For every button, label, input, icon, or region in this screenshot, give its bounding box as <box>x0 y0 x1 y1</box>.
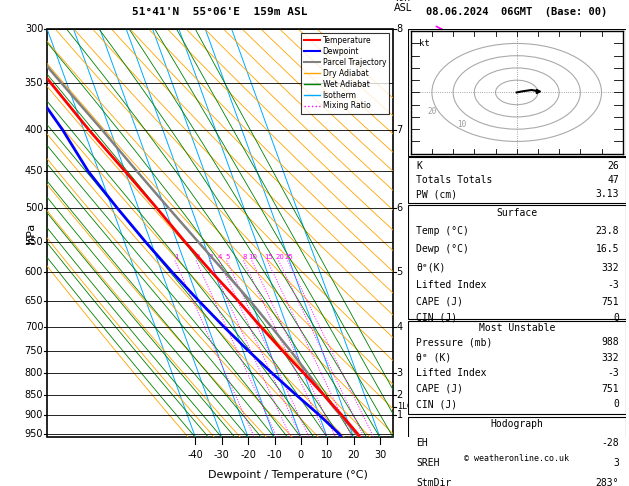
Text: EH: EH <box>416 437 428 448</box>
Text: 3: 3 <box>397 368 403 379</box>
Text: 332: 332 <box>602 353 620 363</box>
Text: 0: 0 <box>613 399 620 409</box>
Text: 450: 450 <box>25 167 43 176</box>
Text: Mixing Ratio (g/kg): Mixing Ratio (g/kg) <box>415 191 423 276</box>
Text: 8: 8 <box>397 24 403 34</box>
Text: 400: 400 <box>25 125 43 135</box>
Text: 10: 10 <box>248 254 258 260</box>
Text: θᵉ (K): θᵉ (K) <box>416 353 452 363</box>
Text: Totals Totals: Totals Totals <box>416 175 493 185</box>
Text: 0: 0 <box>298 450 304 460</box>
Text: 3: 3 <box>208 254 213 260</box>
Text: 332: 332 <box>602 262 620 273</box>
Text: 4: 4 <box>218 254 223 260</box>
Text: 350: 350 <box>25 78 43 88</box>
Text: PW (cm): PW (cm) <box>416 189 457 199</box>
Text: 15: 15 <box>264 254 273 260</box>
Text: 283°: 283° <box>596 478 620 486</box>
Text: 1: 1 <box>397 410 403 420</box>
Text: 1LCL: 1LCL <box>397 402 417 411</box>
Text: 900: 900 <box>25 410 43 420</box>
Bar <box>408 321 626 414</box>
Text: hPa: hPa <box>26 223 36 243</box>
Bar <box>408 29 626 156</box>
Text: 8: 8 <box>243 254 247 260</box>
Text: -20: -20 <box>240 450 256 460</box>
Text: 5: 5 <box>226 254 230 260</box>
Text: Surface: Surface <box>496 208 537 218</box>
Text: 700: 700 <box>25 322 43 331</box>
Text: 10: 10 <box>457 120 467 129</box>
Text: Lifted Index: Lifted Index <box>416 280 487 290</box>
Text: Dewp (°C): Dewp (°C) <box>416 244 469 254</box>
Text: 850: 850 <box>25 390 43 399</box>
Text: θᵉ(K): θᵉ(K) <box>416 262 446 273</box>
Text: Hodograph: Hodograph <box>490 419 543 429</box>
Text: Temp (°C): Temp (°C) <box>416 226 469 236</box>
Text: 751: 751 <box>602 297 620 307</box>
Text: 751: 751 <box>602 383 620 394</box>
Text: -3: -3 <box>608 280 620 290</box>
Text: 2: 2 <box>397 390 403 399</box>
Text: SREH: SREH <box>416 458 440 468</box>
Text: 4: 4 <box>397 322 403 331</box>
Text: km
ASL: km ASL <box>394 0 412 13</box>
Text: 1: 1 <box>174 254 179 260</box>
Text: CAPE (J): CAPE (J) <box>416 297 464 307</box>
Text: 20: 20 <box>428 107 437 117</box>
Text: 6: 6 <box>397 204 403 213</box>
Text: 650: 650 <box>25 295 43 306</box>
Text: 20: 20 <box>276 254 284 260</box>
Bar <box>408 417 626 486</box>
Text: -30: -30 <box>214 450 230 460</box>
Text: 750: 750 <box>25 346 43 356</box>
Text: 10: 10 <box>321 450 333 460</box>
Text: CIN (J): CIN (J) <box>416 313 457 323</box>
Text: 500: 500 <box>25 204 43 213</box>
Text: 550: 550 <box>25 237 43 247</box>
Text: Dewpoint / Temperature (°C): Dewpoint / Temperature (°C) <box>208 470 367 480</box>
Text: 988: 988 <box>602 337 620 347</box>
Text: 51°41'N  55°06'E  159m ASL: 51°41'N 55°06'E 159m ASL <box>132 7 308 17</box>
Bar <box>408 205 626 319</box>
Text: Most Unstable: Most Unstable <box>479 323 555 333</box>
Text: CIN (J): CIN (J) <box>416 399 457 409</box>
Text: StmDir: StmDir <box>416 478 452 486</box>
Text: 08.06.2024  06GMT  (Base: 00): 08.06.2024 06GMT (Base: 00) <box>426 7 608 17</box>
Text: -40: -40 <box>187 450 203 460</box>
Text: kt: kt <box>419 38 430 48</box>
Text: 800: 800 <box>25 368 43 379</box>
Legend: Temperature, Dewpoint, Parcel Trajectory, Dry Adiabat, Wet Adiabat, Isotherm, Mi: Temperature, Dewpoint, Parcel Trajectory… <box>301 33 389 114</box>
Text: 3.13: 3.13 <box>596 189 620 199</box>
Text: 5: 5 <box>397 267 403 278</box>
Text: 2: 2 <box>196 254 199 260</box>
Text: 23.8: 23.8 <box>596 226 620 236</box>
Text: 950: 950 <box>25 429 43 439</box>
Text: Pressure (mb): Pressure (mb) <box>416 337 493 347</box>
Text: 7: 7 <box>397 125 403 135</box>
Text: 0: 0 <box>613 313 620 323</box>
Text: Lifted Index: Lifted Index <box>416 368 487 378</box>
Text: 600: 600 <box>25 267 43 278</box>
Text: -28: -28 <box>602 437 620 448</box>
Text: 47: 47 <box>608 175 620 185</box>
Text: 16.5: 16.5 <box>596 244 620 254</box>
Text: -3: -3 <box>608 368 620 378</box>
Text: 26: 26 <box>608 161 620 171</box>
Text: 300: 300 <box>25 24 43 34</box>
Text: -10: -10 <box>267 450 282 460</box>
Text: © weatheronline.co.uk: © weatheronline.co.uk <box>464 454 569 463</box>
Text: 30: 30 <box>374 450 386 460</box>
Text: K: K <box>416 161 422 171</box>
Text: 3: 3 <box>613 458 620 468</box>
Text: 20: 20 <box>347 450 360 460</box>
Text: 25: 25 <box>285 254 293 260</box>
Text: CAPE (J): CAPE (J) <box>416 383 464 394</box>
Bar <box>408 156 626 204</box>
